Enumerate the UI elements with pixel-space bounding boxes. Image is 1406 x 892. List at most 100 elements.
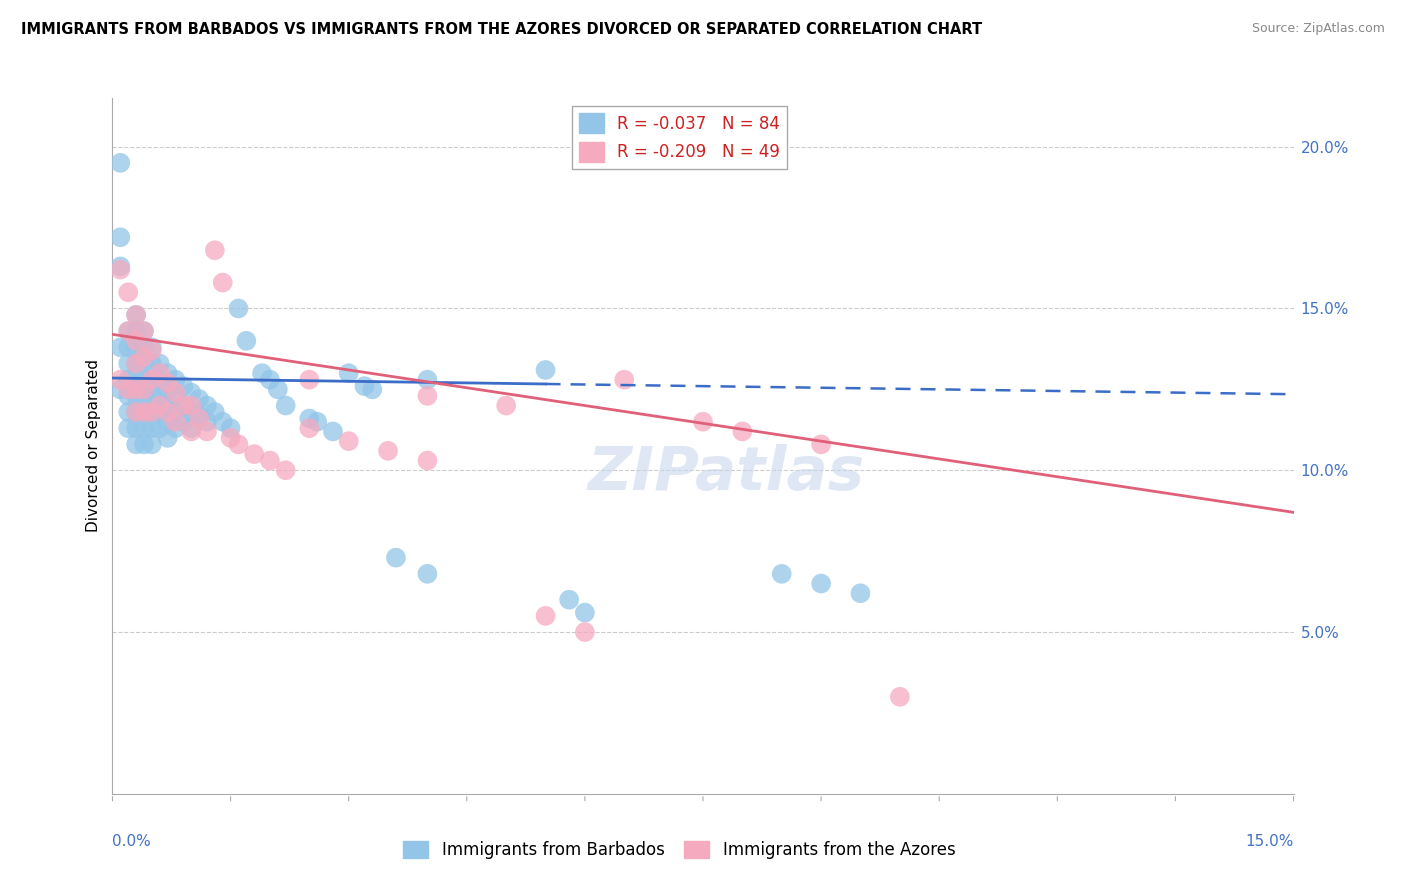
Point bbox=[125, 405, 148, 419]
Point bbox=[125, 373, 148, 387]
Point bbox=[180, 421, 202, 435]
Point bbox=[110, 340, 132, 354]
Point bbox=[117, 340, 139, 354]
Point bbox=[172, 399, 194, 413]
Point bbox=[141, 389, 163, 403]
Point bbox=[731, 425, 754, 439]
Point bbox=[613, 373, 636, 387]
Point bbox=[180, 405, 202, 419]
Point bbox=[141, 373, 163, 387]
Point bbox=[204, 244, 226, 258]
Point bbox=[180, 425, 202, 439]
Point bbox=[274, 399, 297, 413]
Point bbox=[416, 373, 439, 387]
Point bbox=[298, 373, 321, 387]
Point bbox=[132, 340, 155, 354]
Point bbox=[149, 373, 172, 387]
Text: ZIPatlas: ZIPatlas bbox=[588, 444, 865, 503]
Point bbox=[165, 389, 187, 403]
Text: 0.0%: 0.0% bbox=[112, 834, 152, 849]
Point bbox=[125, 437, 148, 451]
Point bbox=[149, 421, 172, 435]
Point bbox=[125, 334, 148, 348]
Point bbox=[259, 453, 281, 467]
Point bbox=[574, 625, 596, 640]
Point bbox=[110, 230, 132, 244]
Point bbox=[195, 399, 218, 413]
Point bbox=[110, 262, 132, 277]
Point bbox=[149, 389, 172, 403]
Point bbox=[149, 366, 172, 380]
Point bbox=[195, 425, 218, 439]
Point bbox=[156, 405, 179, 419]
Point bbox=[274, 463, 297, 477]
Point bbox=[132, 405, 155, 419]
Point bbox=[322, 425, 344, 439]
Point bbox=[132, 373, 155, 387]
Point bbox=[117, 383, 139, 397]
Point bbox=[132, 356, 155, 370]
Point bbox=[117, 356, 139, 370]
Point bbox=[810, 437, 832, 451]
Point bbox=[125, 308, 148, 322]
Point bbox=[125, 421, 148, 435]
Point bbox=[416, 389, 439, 403]
Point bbox=[132, 421, 155, 435]
Point bbox=[337, 434, 360, 449]
Point bbox=[117, 421, 139, 435]
Point bbox=[259, 373, 281, 387]
Text: Source: ZipAtlas.com: Source: ZipAtlas.com bbox=[1251, 22, 1385, 36]
Point bbox=[377, 443, 399, 458]
Point bbox=[849, 586, 872, 600]
Point bbox=[149, 399, 172, 413]
Point bbox=[361, 383, 384, 397]
Point bbox=[117, 405, 139, 419]
Point bbox=[219, 421, 242, 435]
Point bbox=[219, 431, 242, 445]
Point bbox=[132, 324, 155, 338]
Point bbox=[156, 376, 179, 390]
Text: 15.0%: 15.0% bbox=[1246, 834, 1294, 849]
Point bbox=[165, 421, 187, 435]
Point bbox=[188, 409, 211, 423]
Point bbox=[149, 405, 172, 419]
Legend: Immigrants from Barbados, Immigrants from the Azores: Immigrants from Barbados, Immigrants fro… bbox=[396, 834, 962, 865]
Point bbox=[141, 356, 163, 370]
Point bbox=[416, 566, 439, 581]
Point bbox=[385, 550, 408, 565]
Point bbox=[810, 576, 832, 591]
Point bbox=[132, 437, 155, 451]
Point bbox=[204, 405, 226, 419]
Point bbox=[180, 385, 202, 400]
Point bbox=[125, 405, 148, 419]
Point bbox=[125, 340, 148, 354]
Point bbox=[298, 421, 321, 435]
Text: IMMIGRANTS FROM BARBADOS VS IMMIGRANTS FROM THE AZORES DIVORCED OR SEPARATED COR: IMMIGRANTS FROM BARBADOS VS IMMIGRANTS F… bbox=[21, 22, 983, 37]
Point bbox=[770, 566, 793, 581]
Point bbox=[298, 411, 321, 425]
Point bbox=[188, 411, 211, 425]
Point bbox=[165, 415, 187, 429]
Point bbox=[125, 308, 148, 322]
Point bbox=[110, 383, 132, 397]
Point bbox=[141, 405, 163, 419]
Point bbox=[132, 324, 155, 338]
Point bbox=[156, 399, 179, 413]
Point bbox=[117, 373, 139, 387]
Point bbox=[156, 415, 179, 429]
Point bbox=[132, 389, 155, 403]
Point bbox=[117, 324, 139, 338]
Point bbox=[156, 431, 179, 445]
Point bbox=[243, 447, 266, 461]
Point bbox=[172, 379, 194, 393]
Point bbox=[235, 334, 257, 348]
Point bbox=[132, 405, 155, 419]
Point bbox=[188, 392, 211, 406]
Point bbox=[228, 301, 250, 316]
Point bbox=[117, 285, 139, 300]
Point bbox=[125, 389, 148, 403]
Point bbox=[141, 373, 163, 387]
Point bbox=[416, 453, 439, 467]
Point bbox=[125, 356, 148, 370]
Point bbox=[558, 592, 581, 607]
